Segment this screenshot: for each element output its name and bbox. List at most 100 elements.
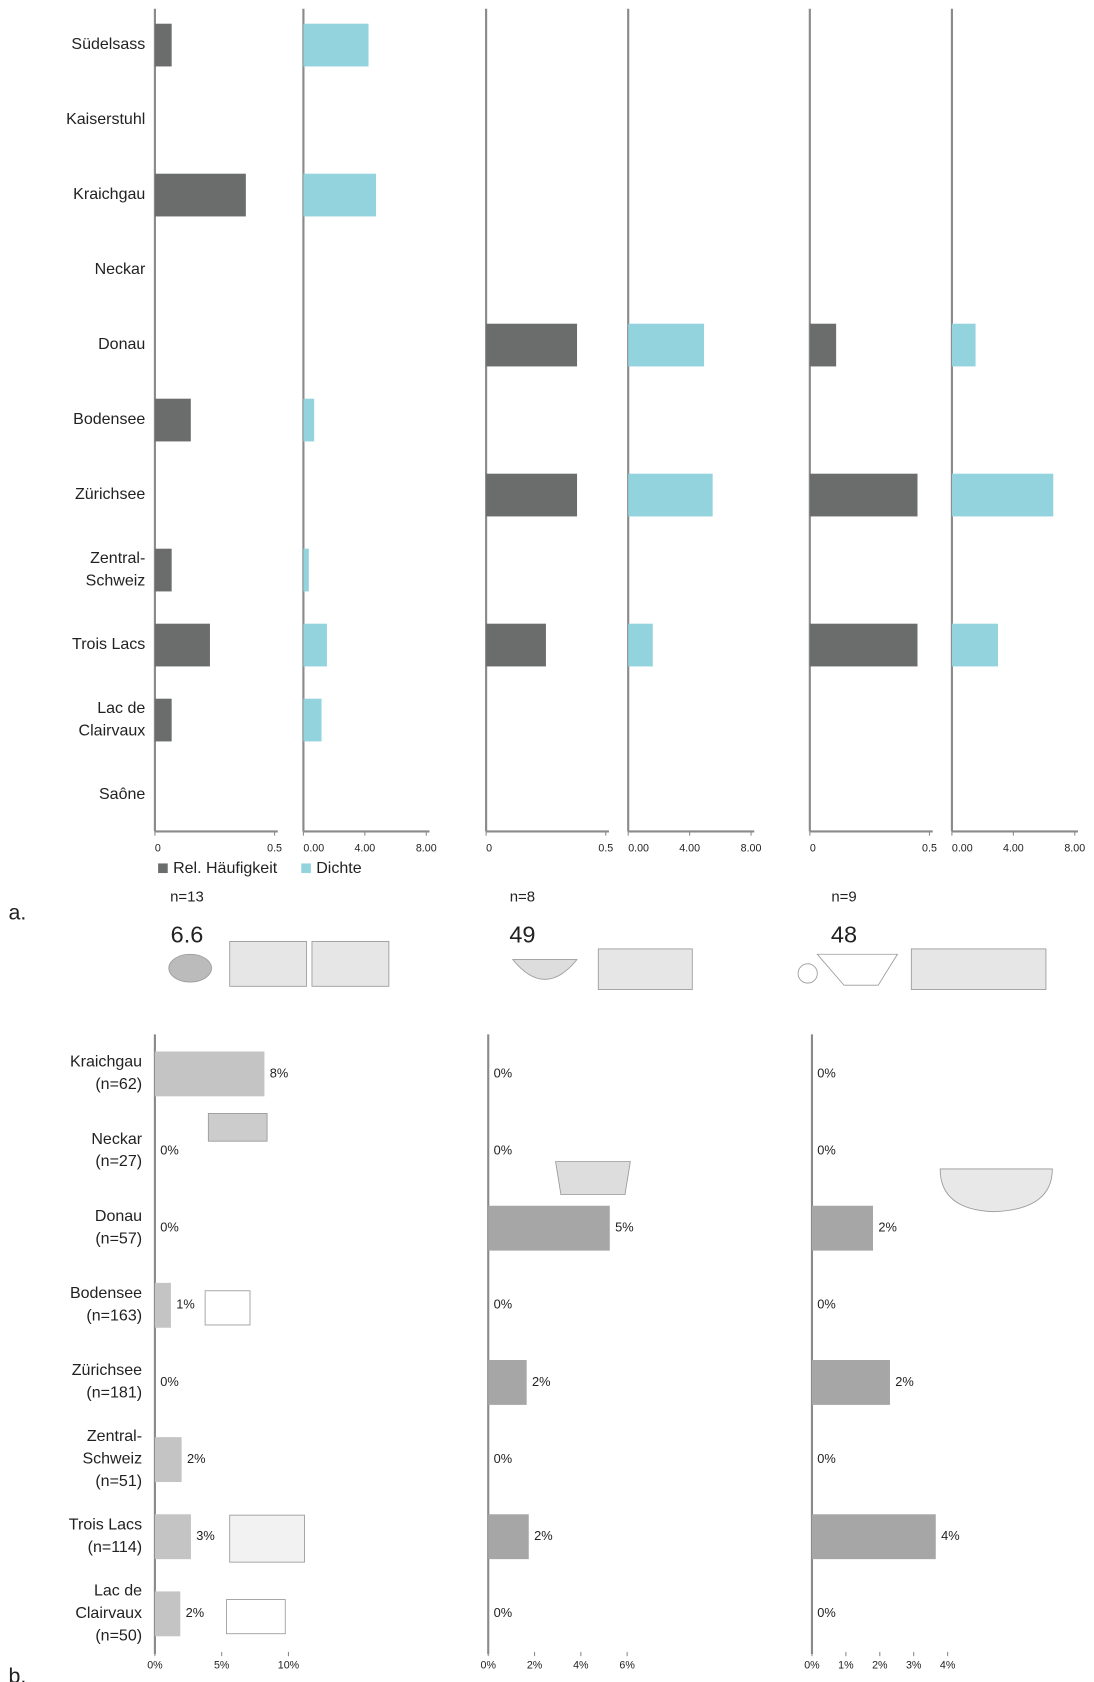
x-tick-label: 0%	[481, 1660, 497, 1672]
image	[816, 953, 899, 986]
bar	[488, 1360, 527, 1405]
image	[168, 953, 212, 983]
value-label: 8%	[270, 1065, 289, 1080]
bar	[486, 623, 546, 667]
bar	[154, 623, 210, 667]
category-label: Neckar	[95, 260, 146, 278]
bar	[811, 1514, 936, 1560]
category-label: Donau (n=57)	[95, 1207, 142, 1247]
x-tick-label: 2%	[527, 1660, 543, 1672]
value-label: 0%	[817, 1065, 836, 1080]
category-label: Trois Lacs	[72, 635, 145, 653]
bar	[154, 1591, 181, 1637]
x-tick-label: 4%	[573, 1660, 589, 1672]
image	[311, 940, 390, 987]
category-label: Bodensee	[73, 410, 145, 428]
x-tick-label: 4.00	[1003, 842, 1024, 854]
image	[910, 948, 1047, 990]
category-label: Saône	[99, 785, 145, 803]
category-label: Bodensee (n=163)	[70, 1284, 142, 1324]
x-tick-label: 0	[810, 842, 816, 854]
group-figure: 48	[831, 921, 857, 947]
bar	[154, 173, 246, 217]
x-tick-label: 10%	[278, 1660, 300, 1672]
bar	[154, 23, 172, 67]
x-tick-label: 0	[486, 842, 492, 854]
group-n: n=13	[170, 889, 204, 906]
bar	[486, 473, 578, 517]
bar	[154, 1051, 265, 1097]
value-label: 4%	[941, 1528, 960, 1543]
x-tick-label: 0.00	[303, 842, 324, 854]
group-figure: 6.6	[171, 921, 204, 947]
image	[597, 948, 693, 990]
x-tick-label: 2%	[872, 1660, 888, 1672]
value-label: 2%	[534, 1528, 553, 1543]
value-label: 5%	[615, 1220, 634, 1235]
category-label: Donau	[98, 335, 145, 353]
value-label: 2%	[186, 1605, 205, 1620]
bar	[488, 1205, 610, 1251]
category-label: Lac de Clairvaux (n=50)	[75, 1582, 142, 1645]
bar	[951, 623, 998, 667]
value-label: 2%	[878, 1220, 897, 1235]
x-tick-label: 0.00	[952, 842, 973, 854]
category-label: Lac de Clairvaux	[79, 699, 146, 739]
x-tick-label: 0.5	[598, 842, 613, 854]
value-label: 0%	[160, 1374, 179, 1389]
x-tick-label: 4.00	[679, 842, 700, 854]
value-label: 2%	[187, 1451, 206, 1466]
legend-label: Rel. Häufigkeit	[173, 859, 278, 877]
x-tick-label: 0%	[804, 1660, 820, 1672]
x-tick-label: 0	[155, 842, 161, 854]
bar	[628, 323, 705, 367]
image	[226, 1599, 286, 1635]
x-tick-label: 8.00	[416, 842, 437, 854]
bar	[486, 323, 578, 367]
value-label: 0%	[817, 1451, 836, 1466]
bar	[303, 548, 309, 592]
category-label: Zentral-Schweiz	[86, 549, 146, 589]
x-tick-label: 4.00	[354, 842, 375, 854]
bar	[303, 173, 377, 217]
category-label: Zürichsee (n=181)	[72, 1361, 142, 1401]
category-label: Trois Lacs (n=114)	[69, 1516, 142, 1556]
category-label: Zentral-Schweiz (n=51)	[82, 1427, 142, 1490]
image	[229, 940, 308, 987]
bar	[154, 1282, 171, 1328]
x-tick-label: 8.00	[1064, 842, 1085, 854]
bar	[628, 623, 653, 667]
bar	[154, 398, 191, 442]
value-label: 0%	[817, 1142, 836, 1157]
image	[511, 959, 578, 980]
value-label: 1%	[176, 1297, 195, 1312]
group-figure: 49	[509, 921, 535, 947]
bar	[488, 1514, 529, 1560]
value-label: 0%	[160, 1220, 179, 1235]
image	[797, 963, 818, 984]
bar	[303, 623, 327, 667]
x-tick-label: 0.5	[922, 842, 937, 854]
bar	[809, 473, 918, 517]
bar	[303, 23, 369, 67]
group-n: n=8	[510, 889, 535, 906]
bar	[154, 548, 172, 592]
x-tick-label: 4%	[940, 1660, 956, 1672]
panel-label: a.	[9, 900, 27, 924]
x-tick-label: 6%	[619, 1660, 635, 1672]
category-label: Neckar (n=27)	[91, 1130, 142, 1170]
x-tick-label: 0.00	[628, 842, 649, 854]
category-label: Südelsass	[71, 35, 145, 53]
image	[939, 1168, 1053, 1213]
category-label: Zürichsee	[75, 485, 145, 503]
category-label: Kraichgau	[73, 185, 145, 203]
pottery-images	[168, 940, 1053, 1635]
panel-label: b.	[9, 1664, 27, 1682]
value-label: 0%	[160, 1142, 179, 1157]
bar	[154, 1514, 191, 1560]
bar	[154, 1437, 182, 1483]
x-tick-label: 3%	[906, 1660, 922, 1672]
image	[207, 1113, 268, 1142]
legend-label: Dichte	[316, 859, 361, 877]
bar	[303, 398, 315, 442]
